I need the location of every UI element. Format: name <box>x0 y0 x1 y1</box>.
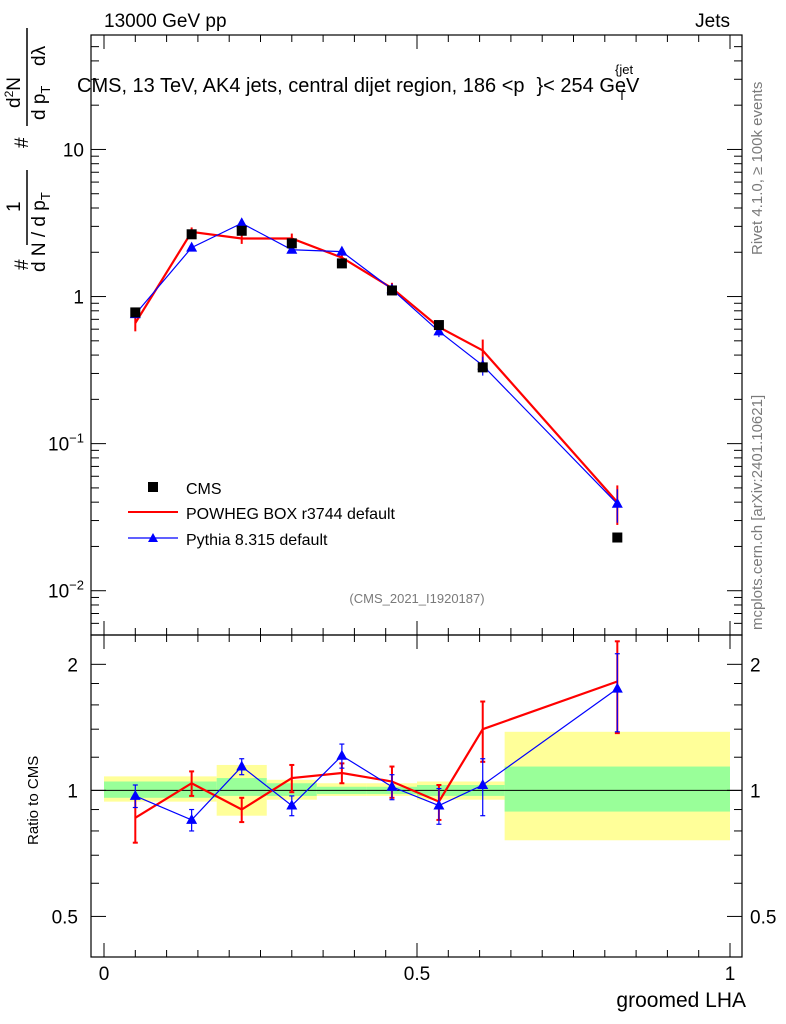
ratio-x-tick-label: 0 <box>99 964 110 985</box>
ratio-pythia-marker <box>286 799 298 810</box>
powheg-line <box>134 230 619 503</box>
pythia-marker <box>236 217 248 228</box>
cms-data-point <box>477 362 488 373</box>
ratio-pythia-marker <box>186 813 198 824</box>
plot-title-sup: {jet <box>615 62 633 77</box>
ratio-y-tick-label: 0.5 <box>52 907 78 928</box>
ratio-pythia-marker <box>477 778 489 789</box>
ylabel-dlambda: dλ <box>29 45 50 66</box>
ratio-y-tick-label-right: 0.5 <box>750 907 776 928</box>
pythia-marker <box>336 245 348 256</box>
rivet-version-label: Rivet 4.1.0, ≥ 100k events <box>749 82 766 255</box>
ratio-pythia-marker <box>129 789 141 800</box>
plot-title-main: CMS, 13 TeV, AK4 jets, central dijet reg… <box>77 75 525 97</box>
cms-data-point <box>433 320 444 331</box>
legend: CMS POWHEG BOX r3744 default Pythia 8.31… <box>128 481 396 549</box>
main-y-tick-label: 10−1 <box>48 431 84 456</box>
cms-data-point <box>386 285 397 296</box>
ratio-pythia-marker <box>236 760 248 771</box>
ratio-pythia-marker <box>336 749 348 760</box>
pythia-marker <box>433 325 445 336</box>
legend-marker-pythia <box>148 533 158 542</box>
ratio-band-inner <box>504 766 730 812</box>
cms-data-point <box>130 307 141 318</box>
ratio-band-inner <box>104 781 217 798</box>
legend-marker-cms <box>148 482 158 492</box>
legend-label-powheg: POWHEG BOX r3744 default <box>186 506 396 523</box>
plot-title-end: }< 254 GeV <box>537 75 641 97</box>
ylabel-hash-1: # <box>12 259 33 270</box>
ratio-y-tick-label: 1 <box>67 781 78 802</box>
plot-title-sub: T <box>618 88 626 103</box>
cms-data-point <box>186 229 197 240</box>
ratio-frame <box>90 634 743 958</box>
main-y-tick-label: 10−2 <box>48 578 84 603</box>
mcplots-label: mcplots.cern.ch [arXiv:2401.10621] <box>749 395 766 630</box>
x-axis-label: groomed LHA <box>616 989 746 1012</box>
cms-data-point <box>336 258 347 269</box>
ratio-x-tick-label: 1 <box>725 964 736 985</box>
pythia-line <box>134 222 618 505</box>
main-y-tick-label: 1 <box>73 288 84 309</box>
cms-data-point <box>236 225 247 236</box>
ratio-x-tick-label: 0.5 <box>404 964 430 985</box>
ylabel-den: d pT <box>29 86 53 120</box>
ylabel-hash-2: # <box>12 137 33 148</box>
pythia-marker <box>186 241 198 252</box>
ratio-y-tick-label: 2 <box>67 655 78 676</box>
main-panel: 10−2 10−1 1 10 <box>48 34 742 636</box>
header-left: 13000 GeV pp <box>104 11 227 32</box>
ratio-pythia-marker <box>433 799 445 810</box>
ratio-y-axis-label: Ratio to CMS <box>25 756 42 845</box>
plot-title: CMS, 13 TeV, AK4 jets, central dijet reg… <box>77 75 640 97</box>
pythia-marker <box>611 497 623 508</box>
header-right: Jets <box>695 11 730 32</box>
cms-data-point <box>286 238 297 249</box>
legend-label-pythia: Pythia 8.315 default <box>186 532 328 549</box>
ratio-y-tick-label-right: 1 <box>750 781 761 802</box>
ratio-panel: 0.5 0.5 1 1 2 2 0 0.5 1 <box>52 635 776 985</box>
ratio-band-inner <box>216 778 267 796</box>
ylabel-one: 1 <box>4 201 25 212</box>
legend-label-cms: CMS <box>186 481 222 498</box>
main-y-axis-label: # 1 d N / d pT # d2N d pT dλ <box>2 28 53 272</box>
analysis-id: (CMS_2021_I1920187) <box>349 591 484 606</box>
ratio-pythia-marker <box>386 780 398 791</box>
ratio-pythia-marker <box>611 682 623 693</box>
ratio-y-tick-label-right: 2 <box>750 655 761 676</box>
ylabel-num: d2N <box>2 77 25 108</box>
main-y-tick-label: 10 <box>63 140 84 161</box>
ylabel-frac-bottom: d N / d pT <box>29 192 53 272</box>
cms-data-point <box>612 532 623 543</box>
pythia-marker <box>286 243 298 254</box>
